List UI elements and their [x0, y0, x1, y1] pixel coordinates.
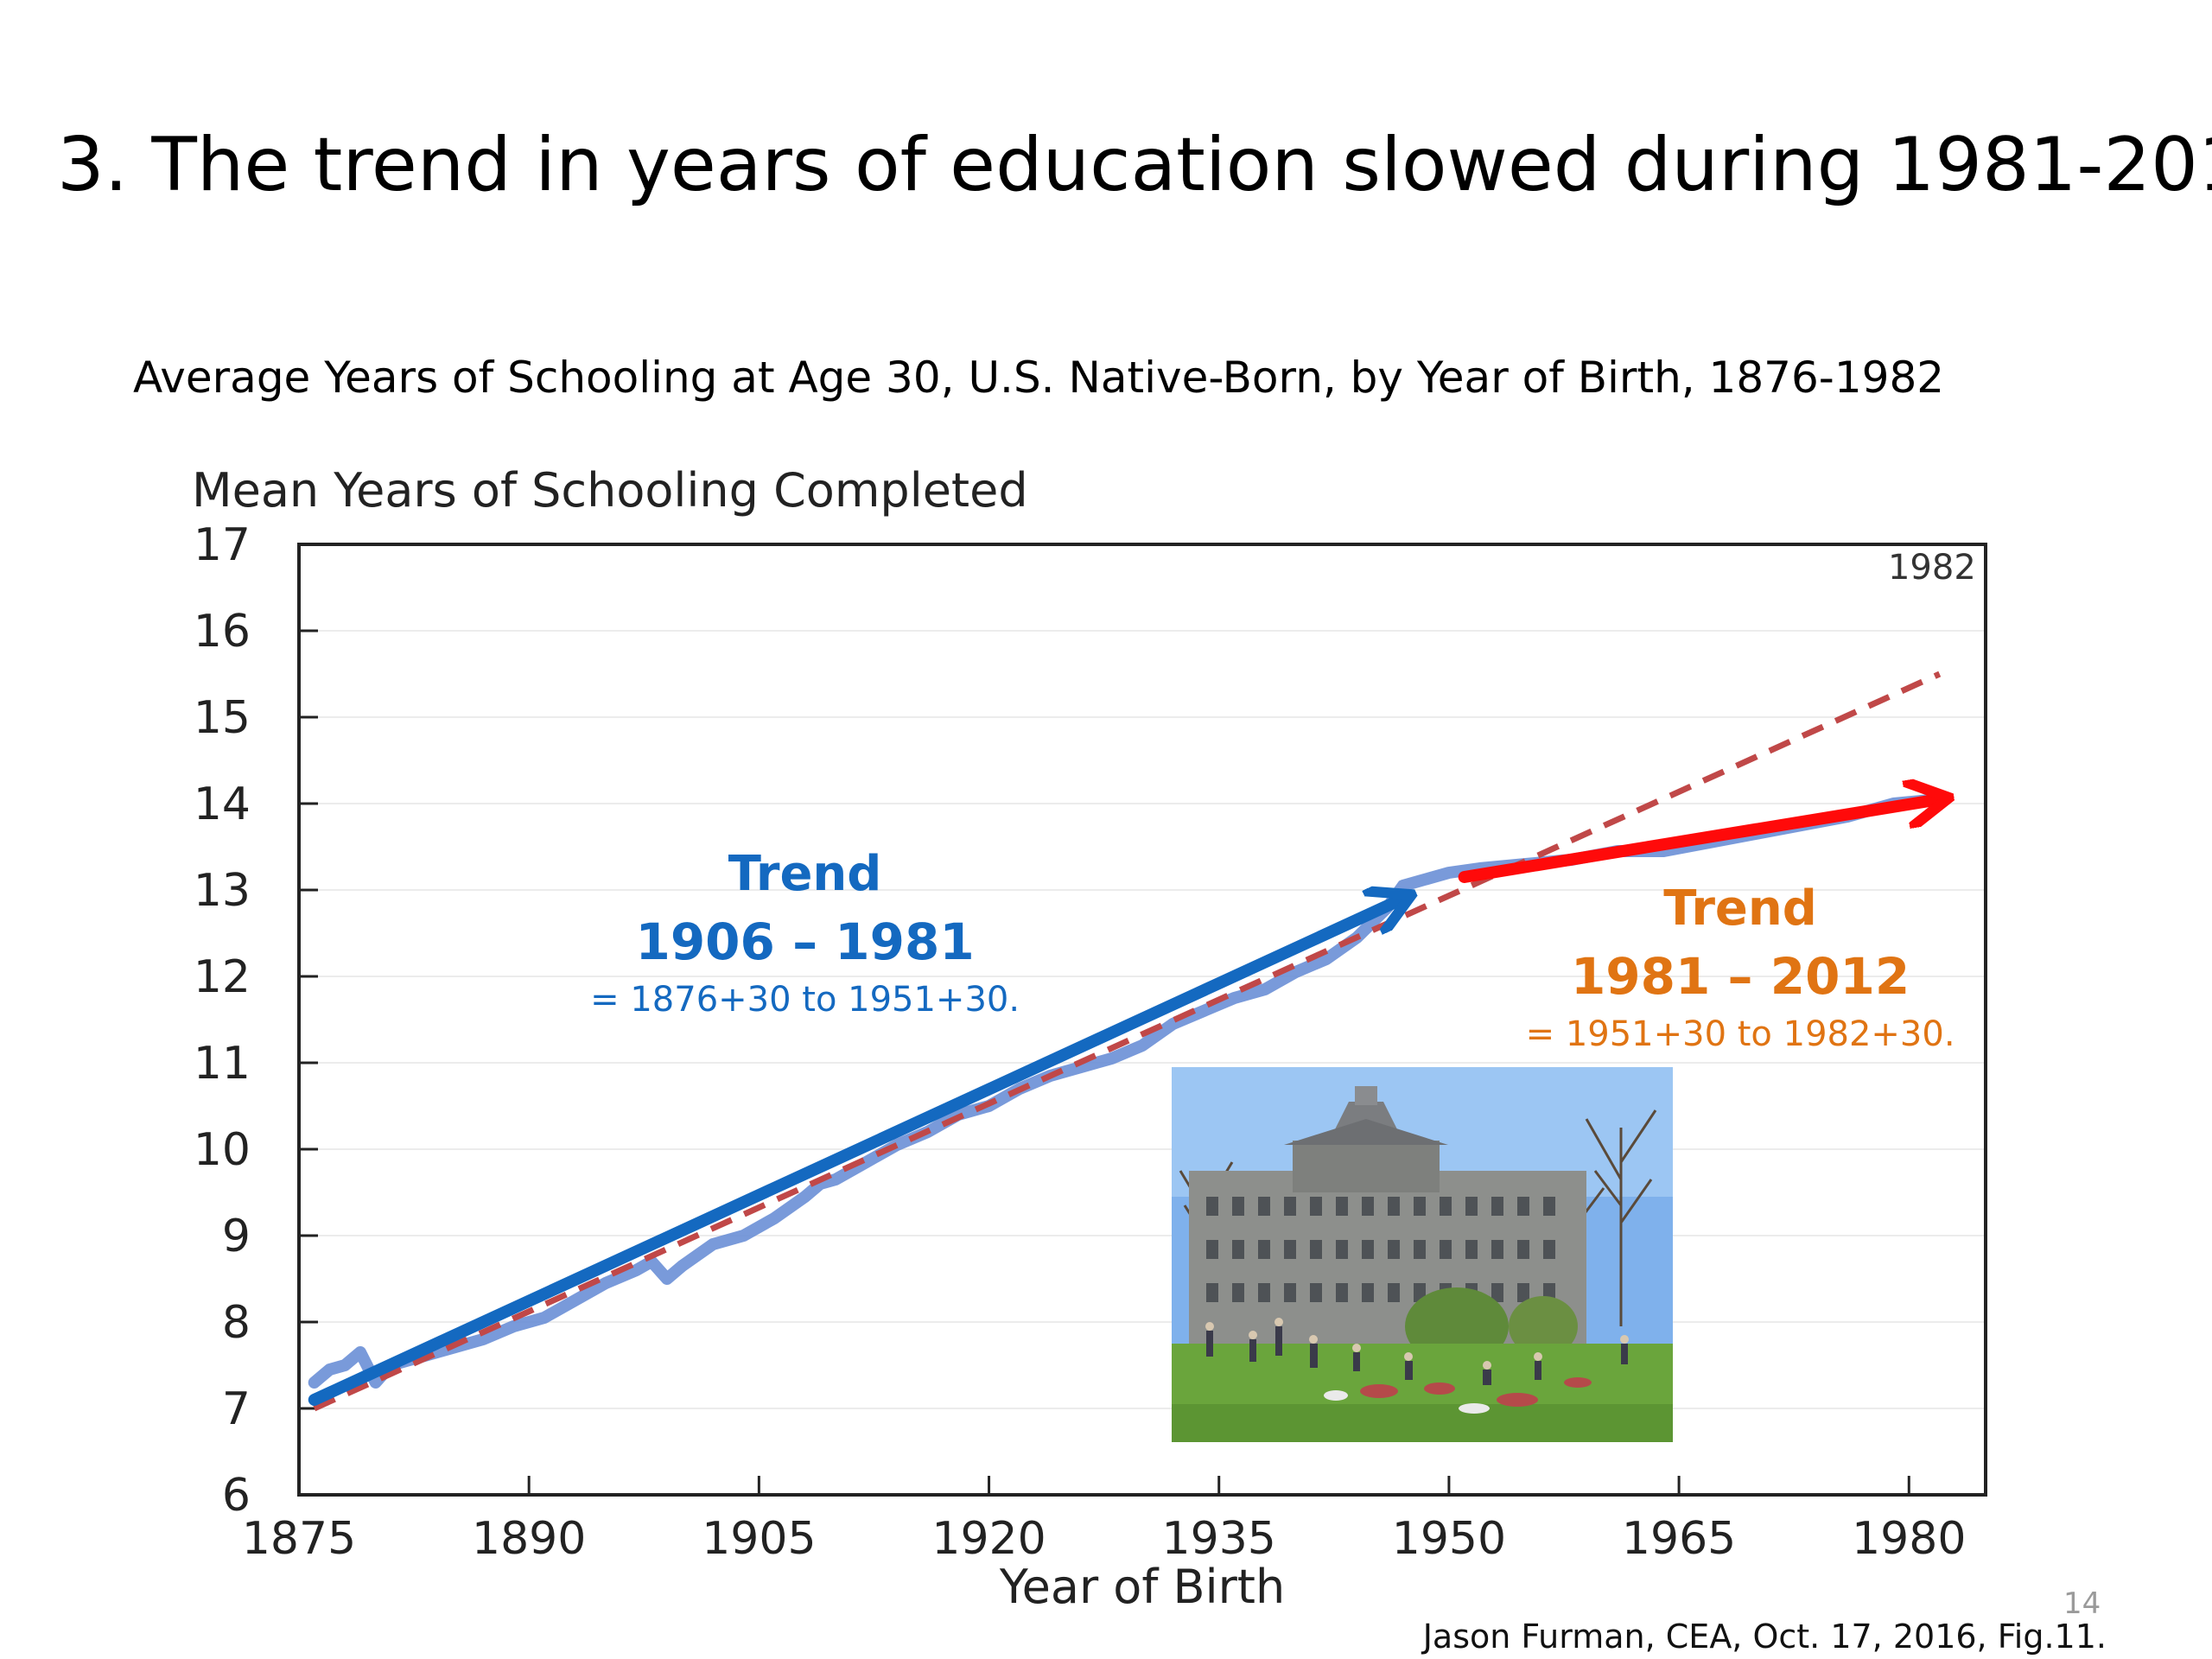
x-tick-label: 1980: [1852, 1513, 1966, 1565]
y-tick-label: 15: [194, 692, 251, 744]
y-axis-label: Mean Years of Schooling Completed: [192, 463, 1028, 518]
y-tick-label: 17: [194, 519, 251, 571]
page-number: 14: [2063, 1586, 2101, 1621]
trend-arrow: [308, 899, 1403, 1406]
annotation-year-end: 1982: [1888, 548, 1976, 588]
annotation-trend2-head: Trend: [1663, 880, 1817, 937]
y-tick-label: 6: [222, 1470, 251, 1522]
axes: 6 7 8 9 10 11 12 13 14 15 16 17 1875 1890 1905 1920 1935…: [194, 519, 1967, 1565]
x-tick-label: 1950: [1392, 1513, 1506, 1565]
x-tick-label: 1920: [931, 1513, 1046, 1565]
trend-lines: [308, 671, 1942, 1412]
x-tick-label: 1905: [702, 1513, 816, 1565]
trend-line-dashed: [313, 671, 1942, 1412]
campus-photo-icon: [1172, 1067, 1673, 1442]
y-tick-label: 14: [194, 779, 251, 830]
y-tick-label: 12: [194, 951, 251, 1003]
slide-title: 3. The trend in years of education slowe…: [57, 122, 2212, 208]
y-tick-label: 9: [222, 1211, 251, 1262]
annotation-trend1-head: Trend: [728, 846, 882, 902]
y-tick-label: 16: [194, 606, 251, 658]
trend-arrow: [1458, 799, 1940, 883]
x-tick-label: 1935: [1162, 1513, 1276, 1565]
annotation-trend1-sub: = 1876+30 to 1951+30.: [590, 980, 1020, 1020]
x-tick-label: 1965: [1622, 1513, 1736, 1565]
y-tick-label: 13: [194, 865, 251, 917]
source-credit: Jason Furman, CEA, Oct. 17, 2016, Fig.11…: [1422, 1618, 2107, 1656]
y-tick-label: 8: [222, 1297, 251, 1349]
y-tick-label: 11: [194, 1038, 251, 1090]
grid-lines: [299, 630, 1986, 1409]
y-tick-label: 10: [194, 1124, 251, 1176]
x-tick-label: 1890: [472, 1513, 586, 1565]
plot-frame: [297, 543, 1987, 1497]
x-axis-label: Year of Birth: [999, 1560, 1285, 1614]
annotations: 1982 Trend 1906 – 1981 = 1876+30 to 1951+30…: [590, 548, 1976, 1054]
chart-subtitle: Average Years of Schooling at Age 30, U.…: [133, 353, 1945, 403]
annotation-trend2-years: 1981 – 2012: [1571, 947, 1910, 1006]
x-tick-label: 1875: [242, 1513, 356, 1565]
annotation-trend2-sub: = 1951+30 to 1982+30.: [1526, 1014, 1955, 1054]
y-tick-label: 7: [222, 1383, 251, 1435]
annotation-trend1-years: 1906 – 1981: [635, 912, 974, 971]
